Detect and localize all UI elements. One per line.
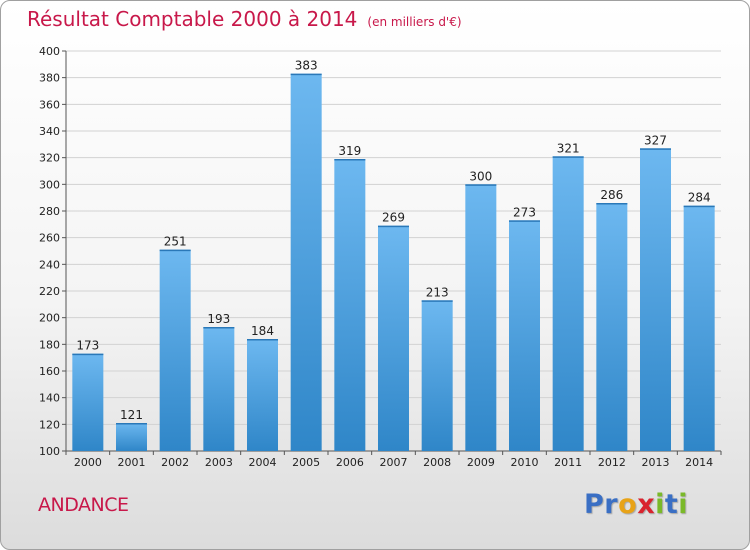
bar (72, 353, 104, 451)
x-tick-label: 2006 (336, 456, 364, 469)
x-tick-label: 2000 (74, 456, 102, 469)
bar (159, 249, 191, 451)
data-labels: 173 121 251 193 184 383 319 269 213 300 273 321 286 3… (76, 59, 710, 422)
bar-top-edge (290, 73, 322, 76)
x-tick-label: 2007 (380, 456, 408, 469)
bars (72, 73, 715, 452)
x-tick-label: 2008 (423, 456, 451, 469)
logo-letter: x (637, 489, 656, 520)
y-tick-label: 120 (39, 418, 60, 431)
data-label: 121 (120, 408, 143, 422)
y-tick-label: 300 (39, 178, 60, 191)
x-tick-label: 2009 (467, 456, 495, 469)
bar (203, 327, 235, 451)
bar (378, 225, 409, 451)
data-label: 327 (644, 133, 667, 147)
x-tick-label: 2005 (292, 456, 320, 469)
y-tick-label: 400 (39, 45, 60, 58)
x-tick-label: 2011 (554, 456, 582, 469)
y-tick-label: 100 (39, 445, 60, 458)
data-label: 383 (295, 59, 318, 73)
logo-letter: t (664, 489, 679, 520)
bar (640, 148, 671, 452)
bar-top-edge (378, 225, 409, 228)
logo-letter: P (584, 489, 605, 520)
bar (465, 184, 497, 452)
bar-top-edge (465, 184, 497, 186)
data-label: 251 (164, 235, 187, 249)
bar-top-edge (596, 203, 628, 205)
bar-top-edge (509, 220, 540, 222)
y-tick-label: 380 (39, 72, 60, 85)
x-tick-label: 2002 (161, 456, 189, 469)
bar-top-edge (203, 327, 235, 329)
y-tick-label: 160 (39, 365, 60, 378)
data-label: 300 (469, 169, 492, 183)
logo-letter: o (618, 489, 638, 520)
logo-letter: r (604, 489, 619, 520)
y-tick-labels: 100 120 140 160 180 200 220 240 260 280 300 320 340 3… (39, 45, 60, 458)
bar-top-edge (334, 159, 366, 161)
data-label: 173 (76, 339, 99, 353)
y-tick-label: 140 (39, 392, 60, 405)
y-tick-label: 180 (39, 338, 60, 351)
bar-top-edge (159, 249, 191, 252)
title-text: Résultat Comptable 2000 à 2014 (27, 7, 358, 31)
y-tick-label: 260 (39, 232, 60, 245)
y-tick-label: 280 (39, 205, 60, 218)
data-label: 269 (382, 211, 405, 225)
data-label: 184 (251, 324, 274, 338)
x-tick-label: 2004 (249, 456, 277, 469)
data-label: 321 (557, 141, 580, 155)
bar (334, 159, 366, 451)
bar-top-edge (640, 148, 671, 150)
data-label: 193 (207, 312, 230, 326)
logo-letter: i (655, 489, 665, 520)
x-tick-label: 2001 (118, 456, 146, 469)
chart-title: Résultat Comptable 2000 à 2014 (en millie… (27, 7, 462, 31)
data-label: 319 (338, 144, 361, 158)
x-tick-label: 2012 (598, 456, 626, 469)
y-tick-label: 360 (39, 98, 60, 111)
logo-letter: i (678, 489, 689, 520)
y-tick-label: 240 (39, 258, 60, 271)
bar-top-edge (72, 353, 104, 356)
bar (421, 300, 453, 451)
x-tick-label: 2014 (685, 456, 713, 469)
bar (509, 220, 540, 451)
bar (116, 423, 147, 451)
y-tick-label: 320 (39, 152, 60, 165)
data-label: 286 (600, 188, 623, 202)
x-tick-label: 2010 (511, 456, 539, 469)
data-label: 273 (513, 205, 536, 219)
chart-subtitle: (en milliers d'€) (367, 15, 462, 29)
bar (247, 339, 278, 451)
bar (683, 205, 715, 451)
x-tick-label: 2013 (642, 456, 670, 469)
bar (290, 73, 322, 452)
bar-top-edge (116, 423, 147, 425)
data-label: 213 (426, 285, 449, 299)
data-label: 284 (688, 191, 711, 205)
y-tick-label: 200 (39, 312, 60, 325)
commune-name: ANDANCE (38, 494, 129, 516)
bar-top-edge (421, 300, 453, 302)
x-tick-label: 2003 (205, 456, 233, 469)
proxiti-logo: Proxiti (584, 489, 688, 520)
x-tick-labels: 2000 2001 2002 2003 2004 2005 2006 2007 2008 2009… (74, 456, 713, 469)
bar-top-edge (247, 339, 278, 341)
bar-top-edge (683, 205, 715, 208)
y-tick-label: 220 (39, 285, 60, 298)
bar (552, 156, 584, 452)
bar (596, 203, 628, 451)
y-tick-label: 340 (39, 125, 60, 138)
bar-top-edge (552, 156, 584, 158)
